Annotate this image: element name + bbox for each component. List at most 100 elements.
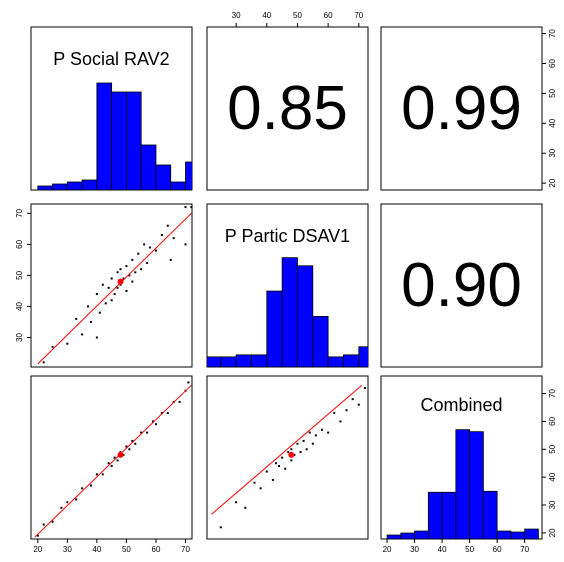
x-tick-label: 40 [262, 11, 271, 20]
hist-bar [524, 528, 539, 539]
scatter-point [107, 286, 110, 289]
variable-label: P Partic DSAV1 [225, 226, 350, 246]
scatter-point [89, 320, 92, 323]
scatter-point [339, 420, 342, 423]
hist-bar [170, 181, 186, 190]
scatter-point [87, 305, 90, 308]
x-tick-label: 70 [354, 11, 363, 20]
scatter-point [265, 470, 268, 473]
scatter-point [184, 206, 187, 209]
scatter-point [321, 428, 323, 431]
scatter-point [187, 381, 190, 384]
scatter-point [95, 473, 98, 476]
scatter-point [75, 317, 78, 320]
scatter-point [140, 268, 143, 271]
scatter-point [149, 246, 152, 249]
hist-bar [469, 431, 484, 539]
scatter-point [42, 361, 45, 364]
scatter-point [287, 451, 290, 454]
hist-bar [155, 164, 172, 190]
scatter-point [305, 448, 308, 451]
hist-bar [400, 532, 415, 539]
scatter-point [278, 464, 281, 467]
scatter-point [259, 487, 262, 490]
scatter-point [119, 283, 122, 286]
scatter-point [160, 412, 163, 415]
y-tick-label: 40 [15, 301, 24, 310]
scatter-point [190, 206, 192, 209]
fit-line [211, 384, 363, 515]
scatter-point [146, 261, 149, 264]
y-tick-label: 50 [15, 270, 24, 279]
panel-frame [380, 203, 543, 368]
x-tick-label: 60 [324, 11, 333, 20]
hist-bar [266, 290, 283, 367]
scatter-point [345, 409, 348, 412]
scatter-point [290, 448, 293, 451]
y-tick-label: 20 [548, 528, 557, 537]
scatter-point [296, 442, 299, 445]
scatter-point [125, 445, 128, 448]
scatter-point [131, 280, 134, 283]
scatter-point [293, 453, 296, 456]
scatter-point [134, 442, 137, 445]
scatter-point [253, 481, 256, 484]
scatter-point [275, 462, 277, 465]
scatter-point [51, 520, 54, 523]
scatter-point [110, 299, 113, 302]
scatter-point [244, 506, 247, 509]
x-tick-label: 30 [410, 545, 419, 554]
scatter-point [66, 501, 69, 504]
x-tick-label: 50 [122, 545, 131, 554]
scatter-point [42, 523, 45, 526]
scatter-point [113, 293, 116, 296]
scatter-point [154, 423, 157, 426]
scatter-point [363, 386, 366, 389]
scatter-point [160, 234, 163, 237]
scatter-point [131, 258, 134, 261]
panel-frame [206, 375, 369, 540]
x-tick-label: 50 [293, 11, 302, 20]
hist-bar [126, 91, 142, 190]
scatter-point [101, 473, 104, 476]
x-tick-label: 70 [181, 545, 190, 554]
hist-bar [52, 183, 68, 190]
panel-frame [206, 26, 369, 191]
scatter-point [271, 478, 274, 481]
hist-bar [66, 181, 83, 190]
scatter-point [154, 249, 157, 252]
scatter-point [107, 462, 110, 465]
y-tick-label: 50 [548, 88, 557, 97]
panel [211, 384, 366, 529]
y-tick-label: 30 [548, 148, 557, 157]
scatter-point [125, 265, 128, 268]
x-tick-label: 60 [152, 545, 161, 554]
scatter-point [333, 412, 336, 415]
hist-bar [510, 531, 526, 539]
hist-bar [358, 346, 368, 367]
scatter-point [89, 484, 92, 487]
scatter-point [219, 526, 222, 529]
hist-bar [386, 534, 402, 539]
scatter-point [81, 333, 84, 336]
scatter-point [122, 277, 125, 280]
variable-label: Combined [420, 395, 502, 415]
y-tick-label: 60 [15, 239, 24, 248]
fit-line [37, 212, 192, 365]
scatter-point [95, 293, 98, 296]
hist-bar [111, 91, 127, 190]
y-tick-label: 40 [548, 472, 557, 481]
hist-bar [455, 429, 471, 539]
hist-bar [414, 530, 429, 539]
y-tick-label: 70 [15, 208, 24, 217]
scatter-point [166, 412, 169, 415]
hist-bar [185, 161, 192, 190]
mean-point [288, 451, 295, 458]
scatter-point [169, 258, 172, 261]
x-tick-label: 30 [232, 11, 241, 20]
scatter-point [128, 274, 131, 277]
scatter-point [284, 467, 287, 470]
panel [34, 381, 192, 538]
hist-bar [496, 530, 512, 539]
scatter-point [113, 456, 116, 459]
